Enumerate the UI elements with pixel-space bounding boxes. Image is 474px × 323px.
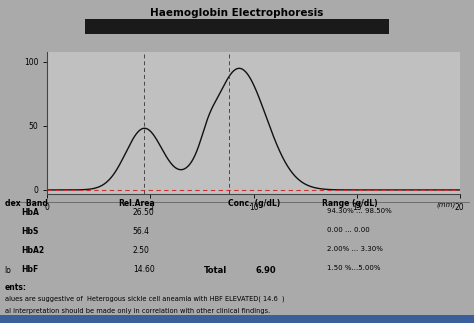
Text: 94.30% ... 98.50%: 94.30% ... 98.50% bbox=[327, 208, 392, 214]
Text: Haemoglobin Electrophoresis: Haemoglobin Electrophoresis bbox=[150, 8, 324, 18]
Text: 6.90: 6.90 bbox=[256, 266, 277, 276]
Text: dex  Band: dex Band bbox=[5, 199, 47, 208]
Text: Range (g/dL): Range (g/dL) bbox=[322, 199, 378, 208]
Text: Conc. (g/dL): Conc. (g/dL) bbox=[228, 199, 280, 208]
Text: 0.00 ... 0.00: 0.00 ... 0.00 bbox=[327, 227, 370, 233]
Text: 56.4: 56.4 bbox=[133, 227, 150, 236]
Text: 26.50: 26.50 bbox=[133, 208, 155, 217]
Text: HbS: HbS bbox=[21, 227, 39, 236]
Text: HbF: HbF bbox=[21, 265, 38, 274]
Text: (mm): (mm) bbox=[437, 202, 456, 208]
Text: Total: Total bbox=[204, 266, 227, 276]
Text: ents:: ents: bbox=[5, 283, 27, 292]
Text: 2.50: 2.50 bbox=[133, 246, 150, 255]
Text: HbA: HbA bbox=[21, 208, 39, 217]
Text: al interpretation should be made only in correlation with other clinical finding: al interpretation should be made only in… bbox=[5, 308, 270, 315]
Text: lo: lo bbox=[5, 266, 12, 276]
Text: 2.00% ... 3.30%: 2.00% ... 3.30% bbox=[327, 246, 383, 252]
Text: alues are suggestive of  Heterogous sickle cell aneamia with HBF ELEVATED( 14.6 : alues are suggestive of Heterogous sickl… bbox=[5, 296, 284, 302]
Text: Rel.Area: Rel.Area bbox=[118, 199, 155, 208]
Text: 14.60: 14.60 bbox=[133, 265, 155, 274]
Text: HbA2: HbA2 bbox=[21, 246, 45, 255]
Text: 1.50 %...5.00%: 1.50 %...5.00% bbox=[327, 265, 381, 271]
